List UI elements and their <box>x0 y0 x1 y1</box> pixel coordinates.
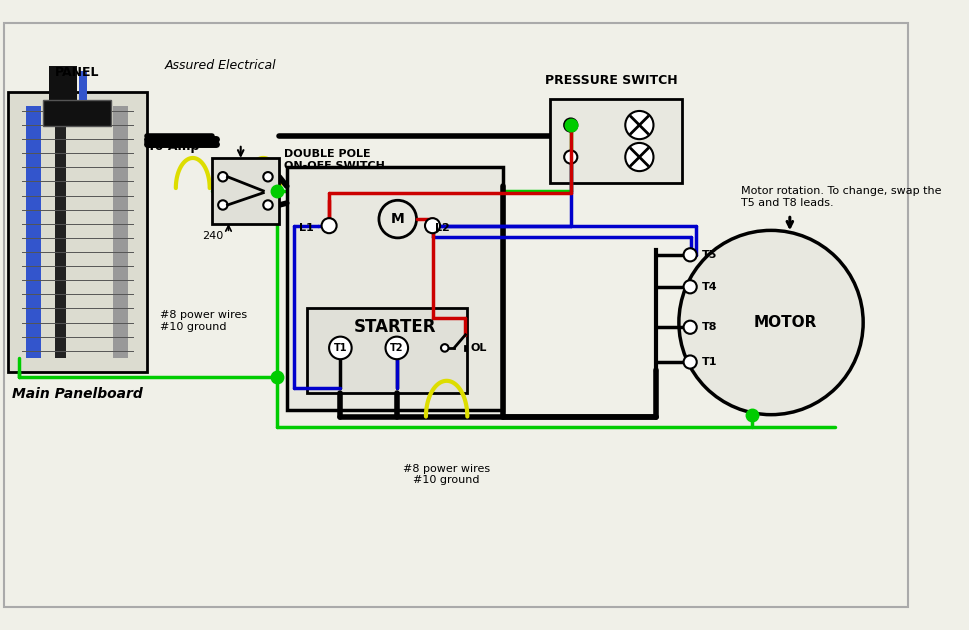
Text: 240: 240 <box>202 231 223 241</box>
Bar <box>54 106 66 358</box>
Circle shape <box>328 336 352 359</box>
Text: STARTER: STARTER <box>354 318 436 336</box>
Bar <box>26 106 42 358</box>
Bar <box>112 106 128 358</box>
Circle shape <box>625 143 653 171</box>
Text: T5: T5 <box>701 250 716 260</box>
Circle shape <box>625 111 653 139</box>
Text: Assured Electrical: Assured Electrical <box>165 59 276 72</box>
Bar <box>287 168 503 410</box>
Circle shape <box>683 280 696 294</box>
Circle shape <box>683 321 696 334</box>
Text: T2: T2 <box>390 343 403 353</box>
Text: L2: L2 <box>435 222 450 232</box>
Text: T4: T4 <box>701 282 716 292</box>
Text: Motor rotation. To change, swap the
T5 and T8 leads.: Motor rotation. To change, swap the T5 a… <box>740 186 941 208</box>
Bar <box>44 100 110 126</box>
Circle shape <box>263 200 272 210</box>
Bar <box>48 66 77 100</box>
Text: M: M <box>391 212 404 226</box>
Text: Main Panelboard: Main Panelboard <box>12 387 142 401</box>
Text: T1: T1 <box>701 357 716 367</box>
Circle shape <box>683 248 696 261</box>
Circle shape <box>218 200 228 210</box>
Text: DOUBLE POLE
ON-OFF SWITCH: DOUBLE POLE ON-OFF SWITCH <box>284 149 385 171</box>
Text: 40 Amp: 40 Amp <box>145 140 199 153</box>
Circle shape <box>322 218 336 233</box>
Text: PRESSURE SWITCH: PRESSURE SWITCH <box>545 74 677 88</box>
Text: MOTOR: MOTOR <box>753 315 816 330</box>
Circle shape <box>424 218 440 233</box>
Bar <box>549 99 681 183</box>
Bar <box>211 158 279 224</box>
Circle shape <box>564 118 577 132</box>
Text: T1: T1 <box>333 343 347 353</box>
Circle shape <box>678 231 862 415</box>
Text: PANEL: PANEL <box>55 66 99 79</box>
Text: OL: OL <box>470 343 486 353</box>
Circle shape <box>263 172 272 181</box>
Circle shape <box>683 355 696 369</box>
Text: #8 power wires
#10 ground: #8 power wires #10 ground <box>160 311 247 332</box>
Circle shape <box>379 200 416 238</box>
Bar <box>78 71 86 100</box>
Text: #8 power wires
#10 ground: #8 power wires #10 ground <box>403 464 489 485</box>
Circle shape <box>385 336 408 359</box>
Circle shape <box>441 344 448 352</box>
Text: T8: T8 <box>701 322 716 332</box>
Text: L1: L1 <box>299 222 314 232</box>
Circle shape <box>564 151 577 164</box>
Circle shape <box>218 172 228 181</box>
Bar <box>8 92 146 372</box>
Bar <box>307 309 467 393</box>
